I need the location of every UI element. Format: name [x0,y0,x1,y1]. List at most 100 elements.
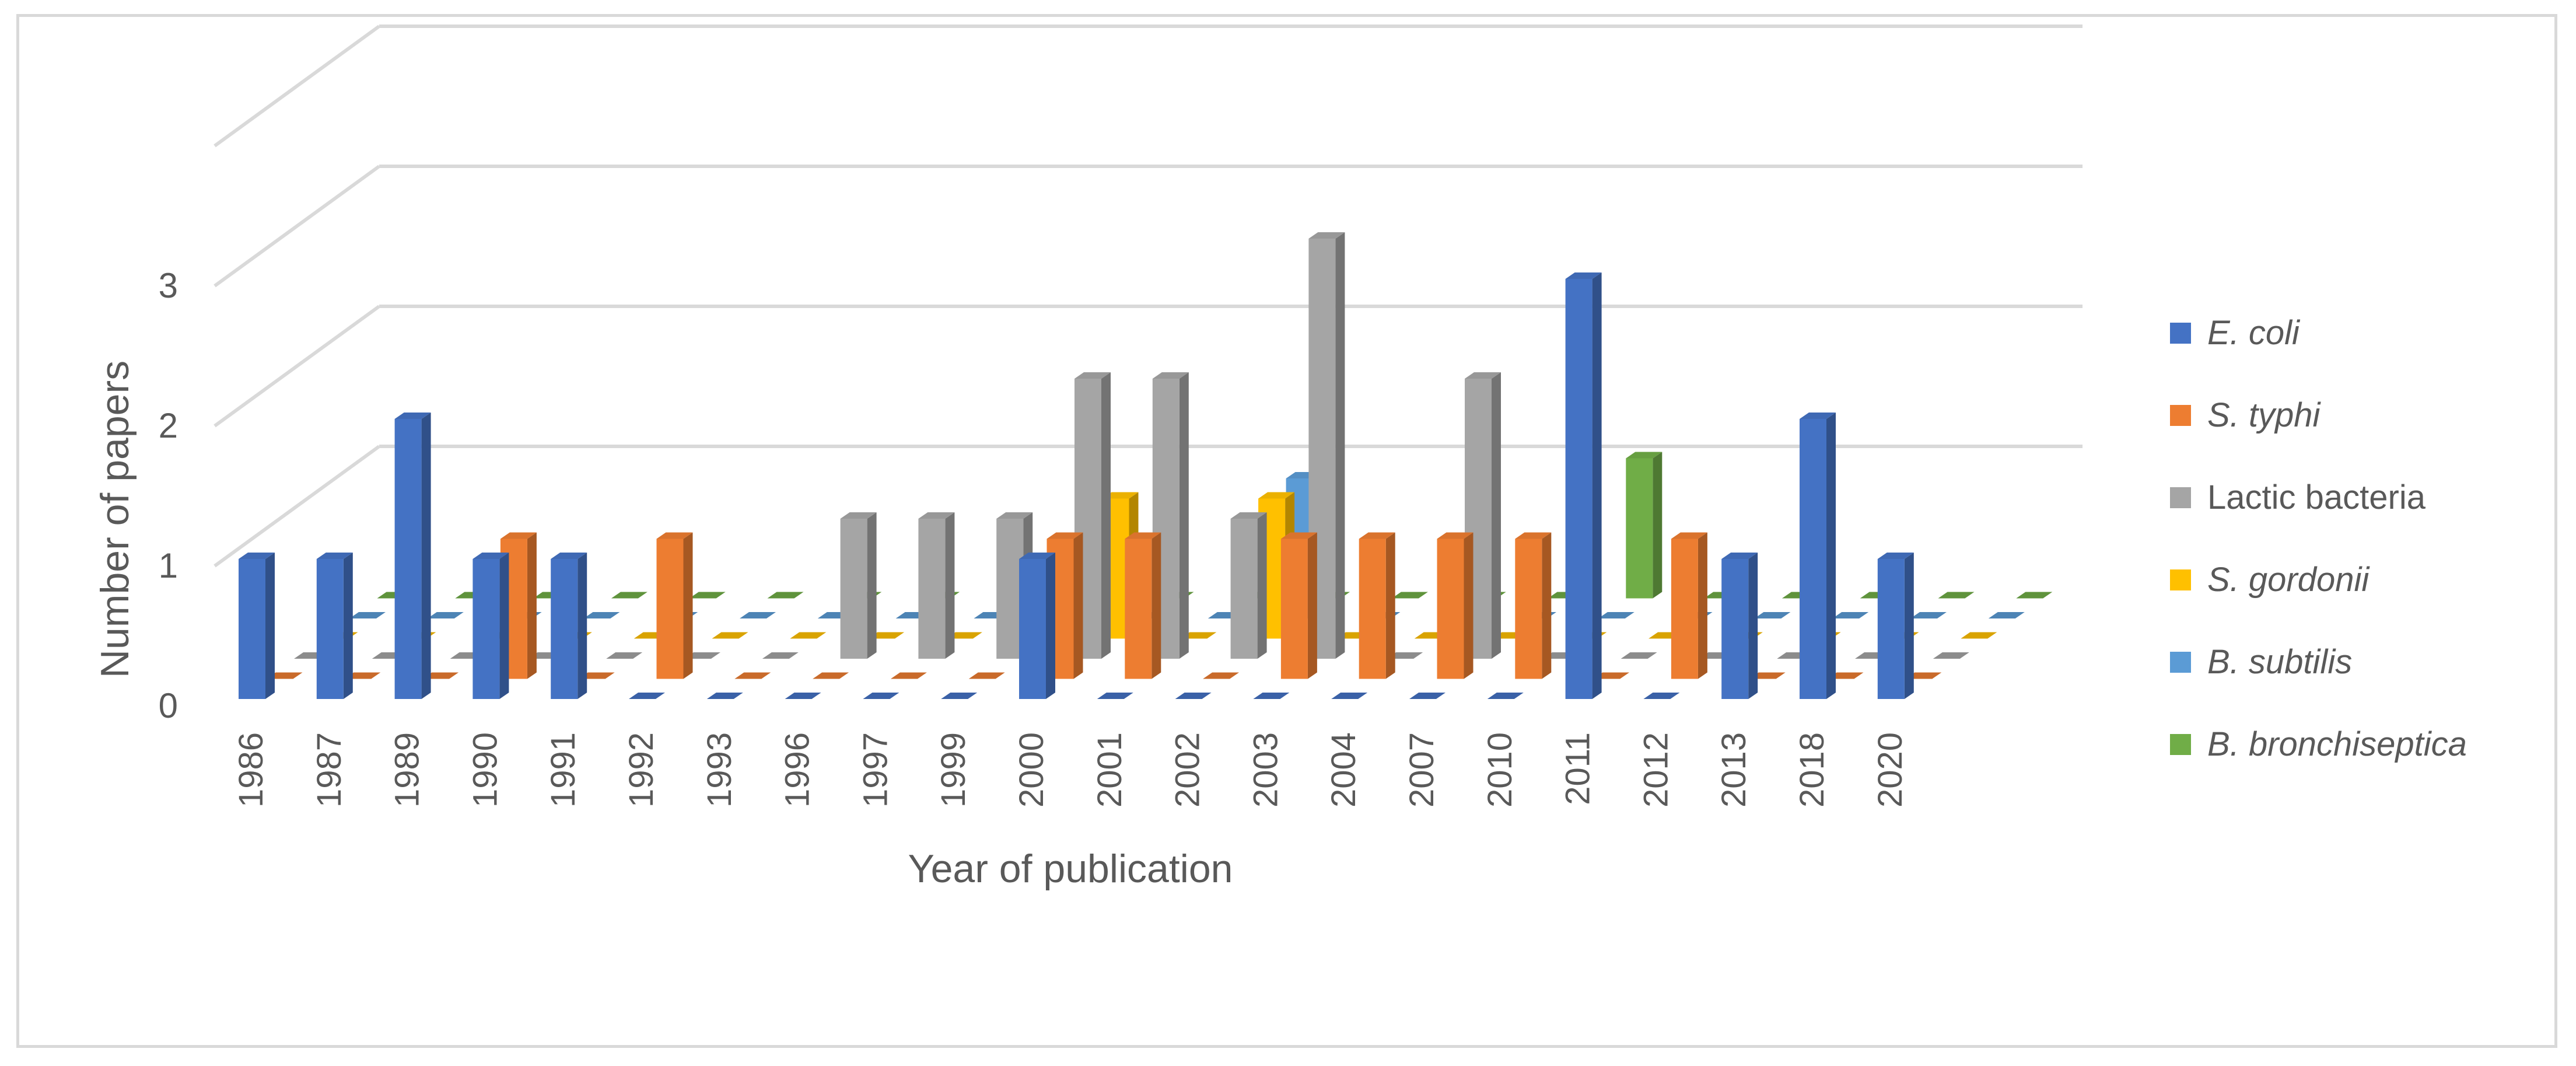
x-tick-label: 2007 [1403,732,1441,808]
legend-label: B. subtilis [2207,643,2353,681]
bar-lactic-bacteria-2020 [1933,652,1969,659]
bar-b-bronchiseptica-1991 [689,592,726,599]
bar-s-typhi-2010 [1515,532,1552,679]
bar-s-typhi-1992 [656,532,693,679]
legend-swatch [2170,487,2191,508]
y-tick-label: 0 [159,686,178,725]
x-tick-label: 1989 [388,732,426,808]
x-tick-label: 2018 [1793,732,1831,808]
bar-e-coli-1999 [941,693,978,699]
bar-e-coli-1997 [863,693,900,699]
legend-label: S. typhi [2207,396,2320,434]
y-tick-label: 3 [159,266,178,305]
legend-swatch [2170,404,2191,426]
gridline [214,305,380,428]
bar-e-coli-2020 [1877,553,1914,699]
bar-e-coli-2001 [1097,693,1133,699]
bar-b-subtilis-1987 [427,612,464,618]
bar-e-coli-2003 [1253,693,1290,699]
bar-s-typhi-2007 [1437,532,1474,679]
bar-b-subtilis-1990 [583,612,620,618]
bar-b-subtilis-2012 [1754,612,1791,618]
bar-b-subtilis-2010 [1598,612,1634,618]
bar-e-coli-1989 [394,413,431,699]
x-tick-label: 2002 [1169,732,1207,808]
bar-s-typhi-1986 [266,672,303,679]
bar-e-coli-2010 [1487,693,1524,699]
y-tick-label: 2 [159,406,178,445]
bar-b-subtilis-1986 [349,612,386,618]
gridline [214,25,380,148]
bar-lactic-bacteria-2011 [1620,652,1657,659]
x-tick-label: 2011 [1559,732,1597,805]
x-tick-label: 1996 [779,732,817,808]
x-tick-label: 1986 [232,732,270,808]
x-tick-label: 1997 [856,732,894,808]
bar-s-typhi-1996 [813,672,849,679]
y-axis-label: Number of papers [93,361,137,678]
legend-swatch [2170,322,2191,344]
bar-e-coli-1993 [706,693,743,699]
gridline [214,445,380,568]
x-tick-label: 2012 [1637,732,1675,808]
bar-e-coli-2018 [1800,413,1836,699]
bar-s-gordonii-1992 [712,632,748,639]
bar-b-bronchiseptica-2018 [1938,592,1975,599]
bar-e-coli-2004 [1331,693,1368,699]
legend-label: E. coli [2207,314,2300,352]
bar-s-typhi-2012 [1671,532,1707,679]
bar-b-subtilis-2018 [1910,612,1947,618]
bar-b-bronchiseptica-2010 [1626,452,1662,599]
legend-item: S. gordonii [2170,539,2543,621]
legend-item: B. bronchiseptica [2170,703,2543,785]
bar-b-subtilis-1992 [740,612,776,618]
bar-e-coli-1992 [629,693,665,699]
gridline [214,165,380,288]
bar-e-coli-1991 [551,553,587,699]
legend-label: Lactic bacteria [2207,478,2426,516]
bar-s-gordonii-1997 [946,632,982,639]
bar-lactic-bacteria-1993 [762,652,799,659]
bars [239,232,2053,699]
bar-lactic-bacteria-1992 [684,652,720,659]
bar-b-bronchiseptica-1990 [611,592,648,599]
x-axis-ticks: 1986 1987 1989 1990 1991 1992 1993 1996 1997 1999… [232,732,1909,808]
bar-lactic-bacteria-2000 [1074,372,1111,659]
bar-b-subtilis-2020 [1988,612,2025,618]
legend-swatch [2170,733,2191,755]
bar-lactic-bacteria-1991 [606,652,643,659]
x-tick-label: 2004 [1325,732,1363,808]
x-tick-label: 1991 [544,732,582,808]
bar-s-typhi-2004 [1359,532,1395,679]
x-tick-label: 1990 [466,732,504,808]
bar-s-typhi-2003 [1280,532,1317,679]
bar-e-coli-1986 [239,553,275,699]
x-tick-label: 2010 [1481,732,1519,808]
bar-s-typhi-1989 [422,672,459,679]
x-tick-label: 2003 [1247,732,1284,808]
bar-s-typhi-1999 [968,672,1005,679]
bar-s-typhi-1993 [734,672,771,679]
bar-s-typhi-2002 [1203,672,1240,679]
legend-item: B. subtilis [2170,621,2543,703]
legend-swatch [2170,651,2191,673]
bar-e-coli-2002 [1175,693,1212,699]
bar-s-typhi-1997 [890,672,927,679]
bar-s-typhi-1987 [344,672,381,679]
legend-item: Lactic bacteria [2170,456,2543,539]
bar-s-typhi-1991 [578,672,615,679]
bar-b-subtilis-2013 [1832,612,1869,618]
bar-b-bronchiseptica-1992 [767,592,804,599]
bar-e-coli-2013 [1721,553,1758,699]
x-tick-label: 1987 [310,732,348,808]
legend-label: B. bronchiseptica [2207,725,2467,763]
bar-s-gordonii-2020 [1961,632,1997,639]
bar-s-typhi-2013 [1749,672,1786,679]
bar-b-bronchiseptica-2003 [1391,592,1428,599]
x-tick-label: 2001 [1091,732,1129,808]
x-tick-label: 1993 [701,732,738,808]
bar-e-coli-1990 [473,553,509,699]
y-axis-ticks: 0 1 2 3 [159,266,178,725]
bar-s-typhi-2018 [1827,672,1864,679]
